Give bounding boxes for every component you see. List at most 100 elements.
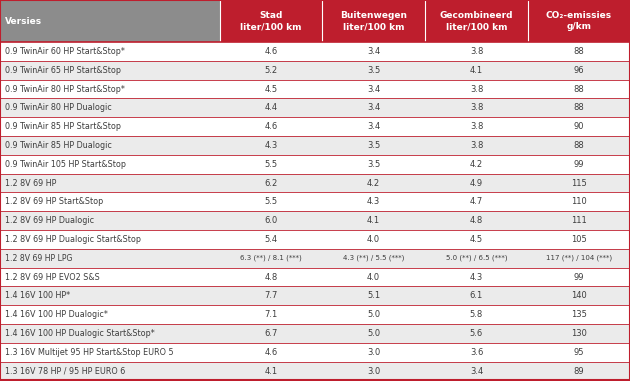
Text: 1.2 8V 69 HP: 1.2 8V 69 HP: [5, 179, 56, 187]
Text: 115: 115: [571, 179, 587, 187]
Text: 4.1: 4.1: [265, 367, 278, 376]
Text: 1.2 8V 69 HP LPG: 1.2 8V 69 HP LPG: [5, 254, 72, 263]
Text: 4.2: 4.2: [367, 179, 380, 187]
Text: 4.3: 4.3: [470, 272, 483, 282]
Text: 3.6: 3.6: [470, 348, 483, 357]
Text: CO₂-emissies
g/km: CO₂-emissies g/km: [546, 11, 612, 31]
Text: 3.4: 3.4: [367, 122, 380, 131]
Text: 7.1: 7.1: [265, 310, 278, 319]
Text: 5.0: 5.0: [367, 310, 380, 319]
Text: 3.8: 3.8: [470, 47, 483, 56]
Bar: [0, 324, 630, 343]
Bar: [0, 192, 630, 211]
Text: 1.4 16V 100 HP Dualogic*: 1.4 16V 100 HP Dualogic*: [5, 310, 108, 319]
Bar: [0, 42, 630, 61]
Text: 0.9 TwinAir 85 HP Start&Stop: 0.9 TwinAir 85 HP Start&Stop: [5, 122, 121, 131]
Text: 5.2: 5.2: [265, 66, 278, 75]
Text: 3.5: 3.5: [367, 141, 380, 150]
Text: 4.1: 4.1: [470, 66, 483, 75]
Text: 5.1: 5.1: [367, 291, 380, 300]
Bar: [0, 61, 630, 80]
Text: 4.2: 4.2: [470, 160, 483, 169]
Text: 135: 135: [571, 310, 587, 319]
Text: 88: 88: [574, 85, 585, 93]
Text: 5.8: 5.8: [470, 310, 483, 319]
Text: 1.4 16V 100 HP Dualogic Start&Stop*: 1.4 16V 100 HP Dualogic Start&Stop*: [5, 329, 155, 338]
Text: 130: 130: [571, 329, 587, 338]
Text: 88: 88: [574, 47, 585, 56]
Text: 3.8: 3.8: [470, 85, 483, 93]
Text: 5.5: 5.5: [265, 197, 278, 206]
Text: 89: 89: [574, 367, 584, 376]
Text: 3.8: 3.8: [470, 103, 483, 112]
Text: 4.3 (**) / 5.5 (***): 4.3 (**) / 5.5 (***): [343, 255, 404, 261]
Text: 0.9 TwinAir 60 HP Start&Stop*: 0.9 TwinAir 60 HP Start&Stop*: [5, 47, 125, 56]
Text: 6.7: 6.7: [265, 329, 278, 338]
Text: Versies: Versies: [5, 16, 42, 26]
Bar: [0, 305, 630, 324]
Text: 95: 95: [574, 348, 584, 357]
Text: 1.3 16V Multijet 95 HP Start&Stop EURO 5: 1.3 16V Multijet 95 HP Start&Stop EURO 5: [5, 348, 174, 357]
Bar: [0, 98, 630, 117]
Bar: [0, 287, 630, 305]
Text: 3.4: 3.4: [470, 367, 483, 376]
Text: 117 (**) / 104 (***): 117 (**) / 104 (***): [546, 255, 612, 261]
Text: 4.4: 4.4: [265, 103, 278, 112]
Text: 5.6: 5.6: [470, 329, 483, 338]
Text: 0.9 TwinAir 65 HP Start&Stop: 0.9 TwinAir 65 HP Start&Stop: [5, 66, 121, 75]
Text: 110: 110: [571, 197, 587, 206]
Bar: [220, 0, 322, 42]
Text: 5.0 (**) / 6.5 (***): 5.0 (**) / 6.5 (***): [446, 255, 507, 261]
Text: 3.0: 3.0: [367, 367, 380, 376]
Text: 3.0: 3.0: [367, 348, 380, 357]
Bar: [0, 80, 630, 98]
Text: 96: 96: [574, 66, 584, 75]
Bar: [0, 230, 630, 249]
Text: 105: 105: [571, 235, 587, 244]
Text: 4.5: 4.5: [265, 85, 278, 93]
Text: 4.0: 4.0: [367, 235, 380, 244]
Bar: [0, 0, 220, 42]
Text: 1.2 8V 69 HP Dualogic: 1.2 8V 69 HP Dualogic: [5, 216, 94, 225]
Text: 4.1: 4.1: [367, 216, 380, 225]
Text: 99: 99: [574, 160, 584, 169]
Text: 4.6: 4.6: [265, 47, 278, 56]
Text: Stad
liter/100 km: Stad liter/100 km: [240, 11, 302, 31]
Text: 3.8: 3.8: [470, 122, 483, 131]
Text: 6.3 (**) / 8.1 (***): 6.3 (**) / 8.1 (***): [240, 255, 302, 261]
Text: 5.4: 5.4: [265, 235, 278, 244]
Text: 4.5: 4.5: [470, 235, 483, 244]
Text: 4.6: 4.6: [265, 348, 278, 357]
Text: 111: 111: [571, 216, 587, 225]
Text: 4.3: 4.3: [367, 197, 380, 206]
Bar: [528, 0, 630, 42]
Text: 0.9 TwinAir 80 HP Dualogic: 0.9 TwinAir 80 HP Dualogic: [5, 103, 112, 112]
Text: 1.2 8V 69 HP Dualogic Start&Stop: 1.2 8V 69 HP Dualogic Start&Stop: [5, 235, 141, 244]
Text: 0.9 TwinAir 105 HP Start&Stop: 0.9 TwinAir 105 HP Start&Stop: [5, 160, 126, 169]
Text: 3.4: 3.4: [367, 103, 380, 112]
Text: 1.2 8V 69 HP Start&Stop: 1.2 8V 69 HP Start&Stop: [5, 197, 103, 206]
Text: 6.0: 6.0: [265, 216, 278, 225]
Bar: [0, 155, 630, 174]
Text: 88: 88: [574, 103, 585, 112]
Text: 4.0: 4.0: [367, 272, 380, 282]
Text: 140: 140: [571, 291, 587, 300]
Text: 0.9 TwinAir 80 HP Start&Stop*: 0.9 TwinAir 80 HP Start&Stop*: [5, 85, 125, 93]
Bar: [0, 267, 630, 287]
Text: 4.8: 4.8: [265, 272, 278, 282]
Text: 4.3: 4.3: [265, 141, 278, 150]
Text: 5.5: 5.5: [265, 160, 278, 169]
Text: 1.3 16V 78 HP / 95 HP EURO 6: 1.3 16V 78 HP / 95 HP EURO 6: [5, 367, 125, 376]
Text: 3.4: 3.4: [367, 85, 380, 93]
Text: 6.2: 6.2: [265, 179, 278, 187]
Bar: [0, 174, 630, 192]
Bar: [425, 0, 528, 42]
Text: 3.5: 3.5: [367, 160, 380, 169]
Bar: [0, 362, 630, 380]
Bar: [0, 117, 630, 136]
Text: 1.2 8V 69 HP EVO2 S&S: 1.2 8V 69 HP EVO2 S&S: [5, 272, 100, 282]
Text: 3.4: 3.4: [367, 47, 380, 56]
Text: 5.0: 5.0: [367, 329, 380, 338]
Text: 3.5: 3.5: [367, 66, 380, 75]
Text: 7.7: 7.7: [265, 291, 278, 300]
